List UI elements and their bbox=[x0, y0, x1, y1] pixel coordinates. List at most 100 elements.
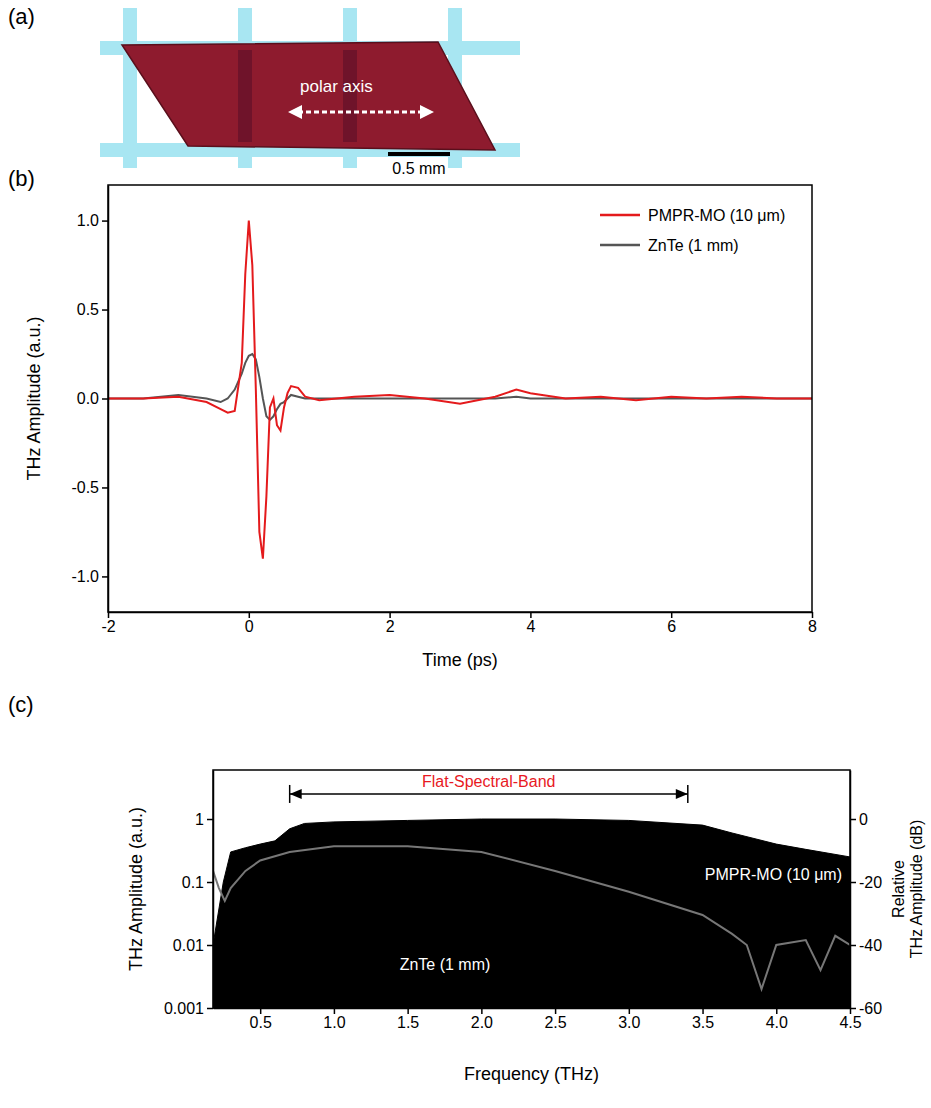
panel-label: (b) bbox=[8, 166, 35, 191]
tick-label: -1.0 bbox=[71, 568, 99, 585]
tick: 1.0 bbox=[77, 212, 108, 229]
tick-mark bbox=[850, 819, 856, 821]
polar-arrow bbox=[298, 111, 424, 114]
tick-label: 0.1 bbox=[182, 874, 204, 891]
tick-label: 3.0 bbox=[618, 1014, 640, 1031]
tick: 8 bbox=[808, 612, 817, 635]
tick: 6 bbox=[667, 612, 676, 635]
y-axis: 0.001 0.01 0.1 1 bbox=[164, 771, 214, 1017]
annotation-label: Flat-Spectral-Band bbox=[422, 773, 555, 790]
tick-mark bbox=[555, 1008, 557, 1014]
tick-label: 3.5 bbox=[692, 1014, 714, 1031]
tick-label: 2.0 bbox=[471, 1014, 493, 1031]
tick-label: 4 bbox=[526, 618, 535, 635]
legend-label: PMPR-MO (10 μm) bbox=[648, 207, 785, 224]
tick-mark bbox=[702, 1008, 704, 1014]
tick-label: -2 bbox=[101, 618, 115, 635]
tick-mark bbox=[207, 945, 213, 947]
tick-label: 0.0 bbox=[77, 390, 99, 407]
tick-mark bbox=[207, 819, 213, 821]
tick-mark bbox=[850, 1008, 856, 1010]
tick: -1.0 bbox=[71, 568, 108, 585]
tick: 0.1 bbox=[182, 874, 213, 891]
tick-mark bbox=[102, 398, 108, 400]
plot-frame bbox=[108, 185, 812, 612]
tick-mark bbox=[207, 882, 213, 884]
tick-label: 1.0 bbox=[323, 1014, 345, 1031]
tick-mark bbox=[407, 1008, 409, 1014]
tick-mark bbox=[249, 612, 251, 618]
series-area bbox=[213, 819, 850, 1008]
legend-swatch bbox=[600, 244, 640, 247]
tick-mark bbox=[850, 945, 856, 947]
y-axis: -1.0-0.50.00.51.0 bbox=[71, 186, 108, 613]
panel-b: -202468-1.0-0.50.00.51.0Time (ps)THz Amp… bbox=[8, 166, 817, 670]
tick: 0 bbox=[850, 811, 868, 828]
tick-label: 0.01 bbox=[173, 937, 204, 954]
tick-label: 0 bbox=[245, 618, 254, 635]
tick-label: 6 bbox=[667, 618, 676, 635]
tick: 2 bbox=[386, 612, 395, 635]
plot-frame bbox=[213, 770, 850, 1008]
tick-label: 1.0 bbox=[77, 212, 99, 229]
tick-label: 4.0 bbox=[766, 1014, 788, 1031]
tick: 3.5 bbox=[692, 1008, 714, 1031]
series-label: ZnTe (1 mm) bbox=[400, 956, 491, 973]
tick-label: 2 bbox=[386, 618, 395, 635]
tick: 2.5 bbox=[544, 1008, 566, 1031]
tick-label: -40 bbox=[859, 937, 882, 954]
tick-label: 4.5 bbox=[839, 1014, 861, 1031]
tick: 0.0 bbox=[77, 390, 108, 407]
series-line bbox=[213, 846, 850, 989]
tick-label: 0.001 bbox=[164, 1000, 204, 1017]
bracket-arrow bbox=[290, 789, 302, 799]
tick-mark bbox=[850, 882, 856, 884]
bracket bbox=[290, 793, 688, 795]
arrow-head bbox=[288, 105, 302, 119]
x-axis: 0.5 1.0 1.5 2.0 2.5 3.0 3.5 4.0 4.5 bbox=[214, 1008, 862, 1031]
tick: 2.0 bbox=[471, 1008, 493, 1031]
plot-area bbox=[213, 819, 850, 1008]
tick: 0 bbox=[245, 612, 254, 635]
panel-label: (c) bbox=[8, 692, 34, 717]
tick-label: -60 bbox=[859, 1000, 882, 1017]
series-label: PMPR-MO (10 μm) bbox=[705, 866, 842, 883]
x-axis-line bbox=[214, 1008, 851, 1010]
crystal-shade bbox=[238, 50, 252, 142]
tick: 1.0 bbox=[323, 1008, 345, 1031]
series-line bbox=[108, 221, 812, 559]
y-axis-title: THz Amplitude (a.u.) bbox=[126, 807, 146, 971]
tick-mark bbox=[629, 1008, 631, 1014]
tick-label: 1 bbox=[195, 811, 204, 828]
x-axis-title: Time (ps) bbox=[422, 650, 497, 670]
tick-label: 2.5 bbox=[544, 1014, 566, 1031]
tick: 0.5 bbox=[250, 1008, 272, 1031]
arrow-head bbox=[420, 105, 434, 119]
x-axis-line bbox=[109, 612, 813, 614]
panel-c: 0.5 1.0 1.5 2.0 2.5 3.0 3.5 4.0 4.5 0.001 0.01 0.1 1… bbox=[8, 692, 925, 1084]
tick: 4 bbox=[526, 612, 535, 635]
crystal-shade bbox=[343, 50, 357, 142]
tick-mark bbox=[102, 487, 108, 489]
tick-label: 0.5 bbox=[77, 301, 99, 318]
photo-panel: polar axis0.5 mm(a) bbox=[8, 4, 520, 177]
tick-label: 0 bbox=[859, 811, 868, 828]
tick-mark bbox=[102, 220, 108, 222]
tick: 0.001 bbox=[164, 1000, 213, 1017]
tick: -40 bbox=[850, 937, 882, 954]
tick: 1.5 bbox=[397, 1008, 419, 1031]
tick: 1 bbox=[195, 811, 213, 828]
x-axis-title: Frequency (THz) bbox=[464, 1064, 599, 1084]
y-axis-line bbox=[213, 771, 215, 1009]
tick-label: 1.5 bbox=[397, 1014, 419, 1031]
legend-label: ZnTe (1 mm) bbox=[648, 237, 739, 254]
legend-swatch bbox=[600, 214, 640, 217]
tick-mark bbox=[260, 1008, 262, 1014]
tick-mark bbox=[671, 612, 673, 618]
y2-axis-line bbox=[850, 771, 852, 1009]
series-line bbox=[108, 354, 812, 420]
scale-bar bbox=[388, 152, 450, 156]
tick-mark bbox=[812, 612, 814, 618]
tick-label: 8 bbox=[808, 618, 817, 635]
tick: 0.01 bbox=[173, 937, 213, 954]
